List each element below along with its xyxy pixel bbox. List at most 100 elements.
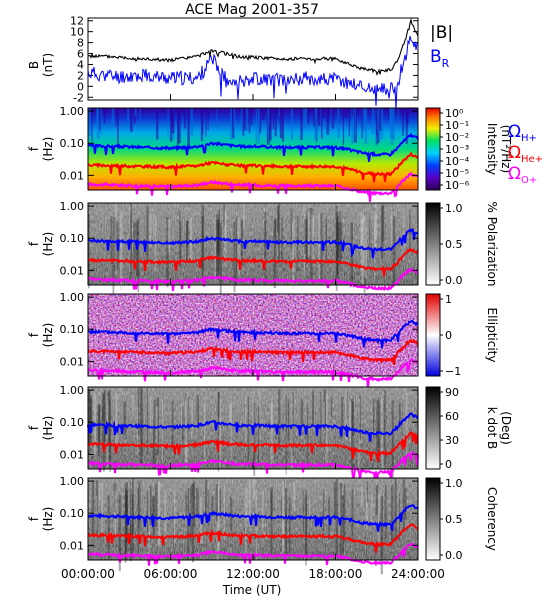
polarization-streak xyxy=(153,213,155,235)
polarization-streak xyxy=(110,216,112,265)
coherency-streak xyxy=(137,487,139,554)
gyro-h-plus-line xyxy=(87,132,419,162)
polarization-streak xyxy=(120,210,123,291)
kdotb-streak xyxy=(359,395,361,439)
coherency-streak xyxy=(223,485,226,541)
intensity-spectrogram xyxy=(88,108,418,190)
coherency-streak xyxy=(402,479,405,532)
coherency-streak xyxy=(255,490,258,562)
kdotb-streak xyxy=(217,392,220,472)
intensity-streak xyxy=(278,108,280,117)
polarization-streak xyxy=(360,219,363,283)
gyro-h-plus-line xyxy=(87,504,419,532)
coherency-streak xyxy=(158,482,160,548)
coherency-streak xyxy=(380,496,384,575)
coherency-streak xyxy=(245,489,247,554)
x-axis-label: Time (UT) xyxy=(222,583,282,597)
colorbar-tick-label: 0 xyxy=(445,458,452,471)
intensity-streak xyxy=(178,108,181,144)
kdotb-streak xyxy=(218,398,221,468)
coherency-streak xyxy=(91,480,95,536)
polarization-streak xyxy=(115,203,118,275)
intensity-streak xyxy=(388,108,390,120)
colorbar-tick-label: 10⁻⁵ xyxy=(445,167,469,180)
coherency-streak xyxy=(118,494,121,572)
coherency-streak xyxy=(146,490,149,533)
coherency-streak xyxy=(152,496,154,528)
polarization-streak xyxy=(88,213,90,289)
kdotb-streak xyxy=(152,396,154,428)
kdotb-streak xyxy=(307,403,309,470)
coherency-streak xyxy=(342,495,344,555)
coherency-streak xyxy=(191,485,193,545)
intensity-streak xyxy=(331,108,334,129)
coherency-streak xyxy=(125,482,128,518)
panel-ylabel-unit: (Hz) xyxy=(41,507,55,532)
colorbar-tick-label: 10⁻³ xyxy=(445,143,469,156)
coherency-streak xyxy=(370,494,373,524)
coherency-streak xyxy=(211,495,214,517)
kdotb-streak xyxy=(203,397,206,466)
intensity-streak xyxy=(233,108,236,139)
intensity-streak xyxy=(232,108,234,139)
kdotb-streak xyxy=(377,397,380,448)
intensity-streak xyxy=(363,108,367,131)
intensity-streak xyxy=(139,108,141,124)
coherency-streak xyxy=(124,487,127,563)
intensity-streak xyxy=(371,108,375,135)
x-tick-label: 24:00:00 xyxy=(391,567,445,581)
coherency-streak xyxy=(394,478,397,539)
coherency-streak xyxy=(207,490,210,526)
polarization-streak xyxy=(215,214,218,279)
colorbar-label: Ellipticity xyxy=(485,308,499,363)
panel-kdotb: 1.00 0.10 0.01 f (Hz) 90 60 30 0 k dot B (Deg) xyxy=(27,384,513,482)
polarization-streak xyxy=(113,215,115,266)
polarization-streak xyxy=(361,217,365,286)
polarization-streak xyxy=(318,213,321,280)
coherency-streak xyxy=(281,495,284,521)
coherency-streak xyxy=(379,490,381,513)
panel-ylabel-unit: (Hz) xyxy=(41,323,55,348)
coherency-streak xyxy=(384,484,387,540)
coherency-streak xyxy=(96,495,98,532)
coherency-streak xyxy=(208,481,210,520)
gyro-he-plus-line xyxy=(87,151,419,183)
kdotb-streak xyxy=(98,404,101,442)
coherency-streak xyxy=(339,492,341,538)
y-tick-label: 0.01 xyxy=(60,355,85,368)
coherency-streak xyxy=(252,479,256,500)
polarization-streak xyxy=(223,204,225,226)
colorbar-label: (Deg) xyxy=(499,411,513,445)
kdotb-streak xyxy=(150,396,152,433)
coherency-streak xyxy=(174,488,176,544)
polarization-streak xyxy=(290,208,292,251)
colorbar-tick-label: 10⁻⁶ xyxy=(445,179,470,192)
polarization-streak xyxy=(130,203,132,274)
coherency-streak xyxy=(138,482,141,529)
x-tick-label: 18:00:00 xyxy=(309,567,363,581)
kdotb-streak xyxy=(101,405,104,450)
y-tick-label: 1.00 xyxy=(60,384,85,397)
coherency-streak xyxy=(305,490,307,556)
intensity-streak xyxy=(348,108,350,137)
intensity-streak xyxy=(321,108,323,139)
polarization-streak xyxy=(380,206,384,259)
polarization-streak xyxy=(214,216,216,283)
intensity-streak xyxy=(115,108,117,128)
field-y-tick-label: 6 xyxy=(77,48,84,61)
coherency-streak xyxy=(281,493,284,546)
polarization-streak xyxy=(264,220,266,259)
gyro-h-plus-line xyxy=(87,228,419,259)
kdotb-streak xyxy=(383,399,385,448)
intensity-streak xyxy=(261,108,265,120)
coherency-streak xyxy=(130,481,132,543)
kdotb-streak xyxy=(137,387,140,435)
kdotb-streak xyxy=(90,398,93,432)
y-tick-label: 0.10 xyxy=(60,416,85,429)
polarization-streak xyxy=(311,214,314,260)
spectral-panels: 1.000.100.01f (Hz)10⁰10⁻¹10⁻²10⁻³10⁻⁴10⁻⁵… xyxy=(27,105,513,575)
intensity-streak xyxy=(344,108,348,118)
coherency-streak xyxy=(131,478,134,537)
intensity-streak xyxy=(300,108,303,140)
